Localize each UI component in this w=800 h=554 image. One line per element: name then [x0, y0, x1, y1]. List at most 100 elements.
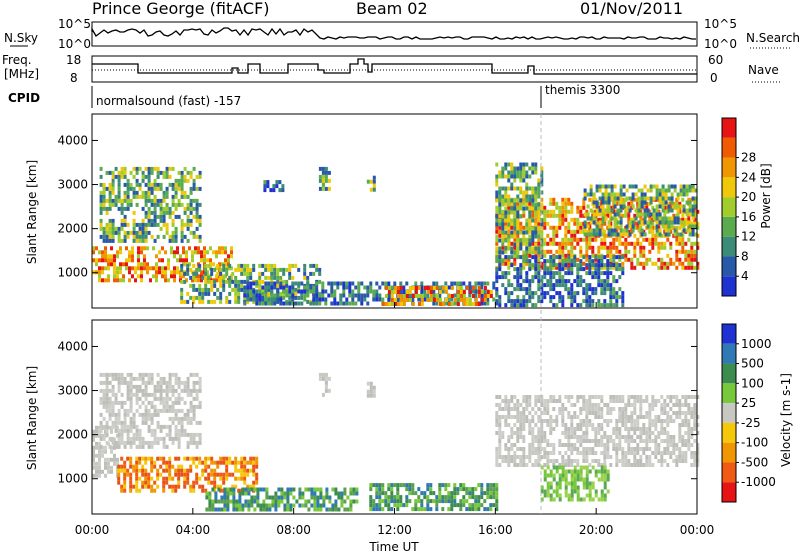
data-cell [450, 499, 454, 504]
data-cell [567, 395, 571, 399]
data-cell [153, 198, 157, 203]
data-cell [264, 297, 268, 302]
data-cell [366, 293, 370, 298]
data-cell [573, 229, 577, 234]
data-cell [132, 436, 136, 441]
data-cell [522, 299, 526, 304]
data-cell [92, 437, 95, 442]
data-cell [625, 208, 629, 213]
data-cell [247, 507, 251, 512]
data-cell [603, 431, 607, 435]
data-cell [588, 299, 592, 304]
data-cell [247, 499, 251, 504]
data-cell [339, 301, 343, 306]
data-cell [625, 224, 629, 229]
data-cell [153, 464, 157, 469]
data-cell [105, 210, 109, 215]
data-cell [205, 491, 209, 496]
data-cell [119, 250, 122, 255]
data-cell [108, 444, 112, 449]
data-cell [450, 302, 454, 306]
data-cell [231, 271, 235, 276]
data-cell [546, 439, 550, 443]
data-cell [501, 283, 505, 288]
data-cell [132, 230, 136, 235]
data-cell [180, 271, 184, 276]
data-cell [294, 295, 298, 300]
data-cell [144, 472, 148, 477]
data-cell [525, 250, 529, 255]
data-cell [516, 419, 520, 423]
data-cell [643, 212, 647, 217]
data-cell [144, 412, 148, 417]
data-cell [468, 290, 472, 294]
data-cell [495, 205, 499, 210]
data-cell [363, 297, 367, 302]
data-cell [534, 222, 538, 227]
data-cell [573, 217, 577, 222]
data-cell [186, 376, 190, 381]
data-cell [252, 468, 256, 473]
data-cell [168, 210, 172, 215]
data-cell [558, 451, 562, 455]
data-cell [125, 266, 128, 271]
data-cell [607, 228, 611, 233]
data-cell [402, 483, 406, 488]
data-cell [588, 403, 592, 407]
data-cell [168, 214, 172, 219]
data-cell [601, 204, 605, 209]
data-cell [666, 395, 670, 399]
data-cell [144, 480, 148, 485]
data-cell [393, 499, 397, 504]
data-cell [531, 451, 535, 455]
data-cell [684, 249, 688, 254]
data-cell [555, 423, 559, 427]
data-cell [300, 291, 304, 296]
data-cell [601, 208, 605, 213]
data-cell [411, 294, 415, 298]
data-cell [297, 295, 301, 300]
data-cell [101, 250, 104, 255]
data-cell [525, 190, 529, 195]
data-cell [243, 464, 247, 469]
data-cell [129, 198, 133, 203]
data-cell [192, 416, 196, 421]
data-cell [408, 286, 412, 290]
data-cell [321, 186, 325, 191]
data-cell [250, 503, 254, 508]
data-cell [615, 395, 619, 399]
data-cell [114, 428, 118, 433]
data-cell [552, 275, 556, 280]
data-cell [610, 188, 614, 193]
data-cell [543, 431, 547, 435]
data-cell [438, 290, 442, 294]
data-cell [301, 495, 305, 500]
data-cell [513, 170, 517, 175]
data-cell [495, 190, 499, 195]
data-cell [390, 285, 394, 290]
data-cell [132, 416, 136, 421]
data-cell [426, 503, 430, 508]
data-cell [222, 456, 226, 461]
data-cell [486, 301, 490, 306]
data-cell [258, 297, 262, 302]
data-cell [204, 263, 208, 268]
data-cell [589, 220, 593, 225]
data-cell [570, 263, 574, 268]
data-cell [309, 263, 313, 268]
data-cell [570, 253, 574, 258]
data-cell [331, 507, 335, 512]
data-cell [639, 225, 643, 230]
data-cell [104, 445, 107, 450]
data-cell [462, 298, 466, 302]
data-cell [156, 182, 160, 187]
data-cell [519, 275, 523, 280]
data-cell [552, 265, 556, 270]
data-cell [294, 291, 298, 296]
data-cell [252, 484, 256, 489]
data-cell [516, 399, 520, 403]
data-cell [177, 198, 181, 203]
data-cell [180, 170, 184, 175]
data-cell [519, 166, 523, 171]
data-cell [297, 289, 301, 294]
